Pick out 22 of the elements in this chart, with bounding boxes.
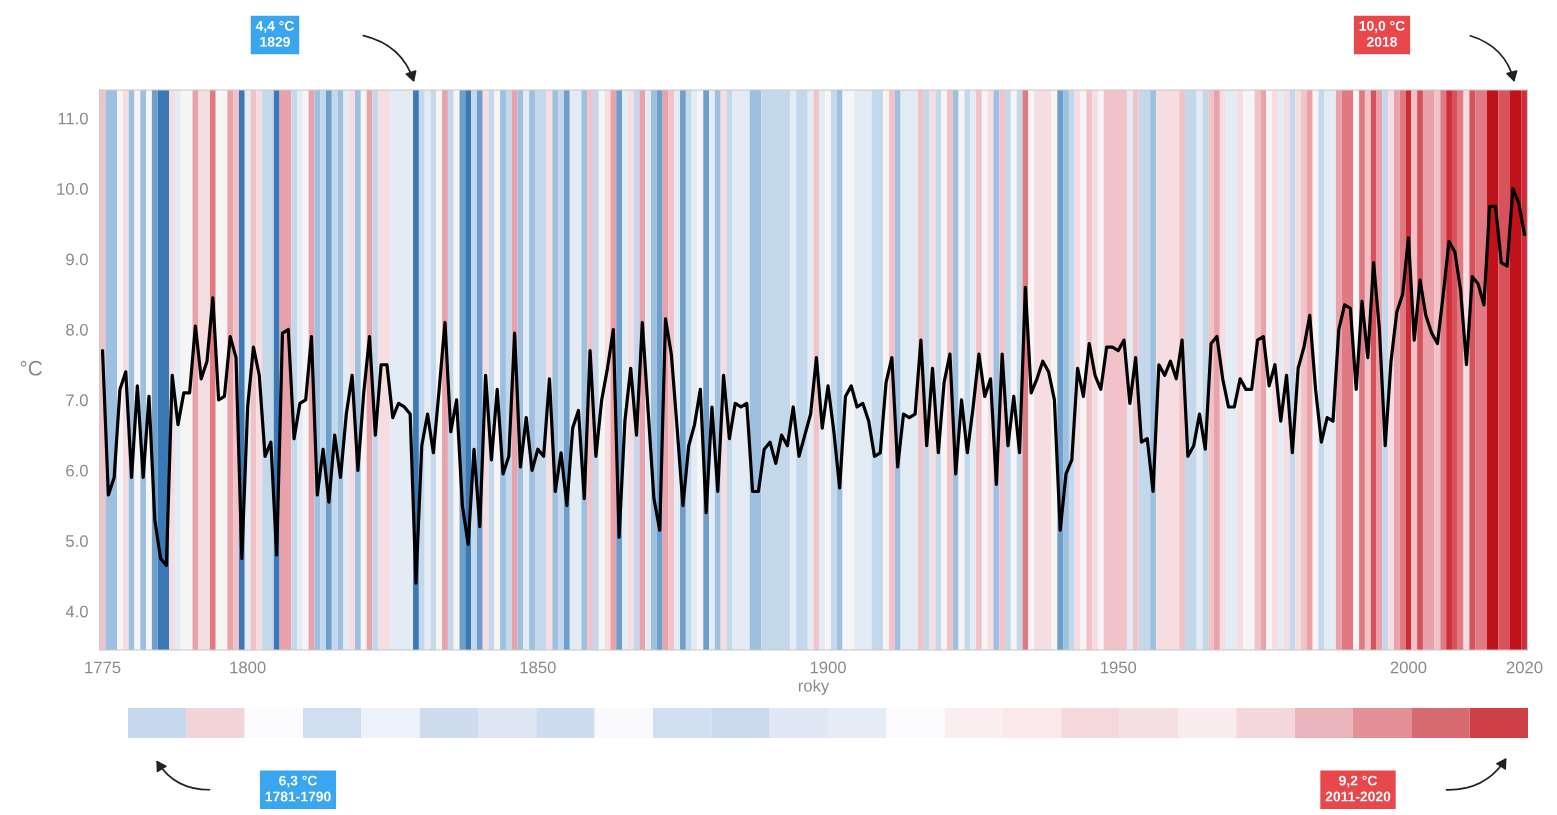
line-series [100, 187, 1527, 585]
x-tick-label: 2020 [1506, 661, 1543, 674]
y-tick-label: 11.0 [58, 112, 88, 125]
y-tick-label: 6.0 [66, 464, 88, 477]
x-tick-label: 1900 [810, 661, 846, 674]
y-tick-label: 10.0 [57, 183, 88, 195]
x-tick-label: 1950 [1100, 661, 1137, 674]
x-tick-label: 1850 [520, 661, 556, 674]
text: 10,0 °C 2018 [1359, 20, 1405, 47]
y-axis-title: °C [20, 360, 42, 376]
text: 4,4 °C 1829 [255, 20, 294, 47]
y-tick-label: 7.0 [66, 394, 88, 407]
y-tick-label: 8.0 [66, 323, 88, 336]
text: 9,2 °C 2011-2020 [1325, 775, 1391, 802]
x-axis-title: roky [798, 679, 830, 695]
y-tick-label: 5.0 [66, 535, 88, 547]
x-tick-label: 1800 [230, 661, 266, 674]
x-tick-label: 2000 [1390, 661, 1427, 674]
x-tick-label: 1775 [85, 661, 121, 674]
y-tick-label: 9.0 [66, 253, 88, 266]
text: 6,3 °C 1781-1790 [265, 775, 331, 802]
y-tick-label: 4.0 [65, 605, 88, 618]
